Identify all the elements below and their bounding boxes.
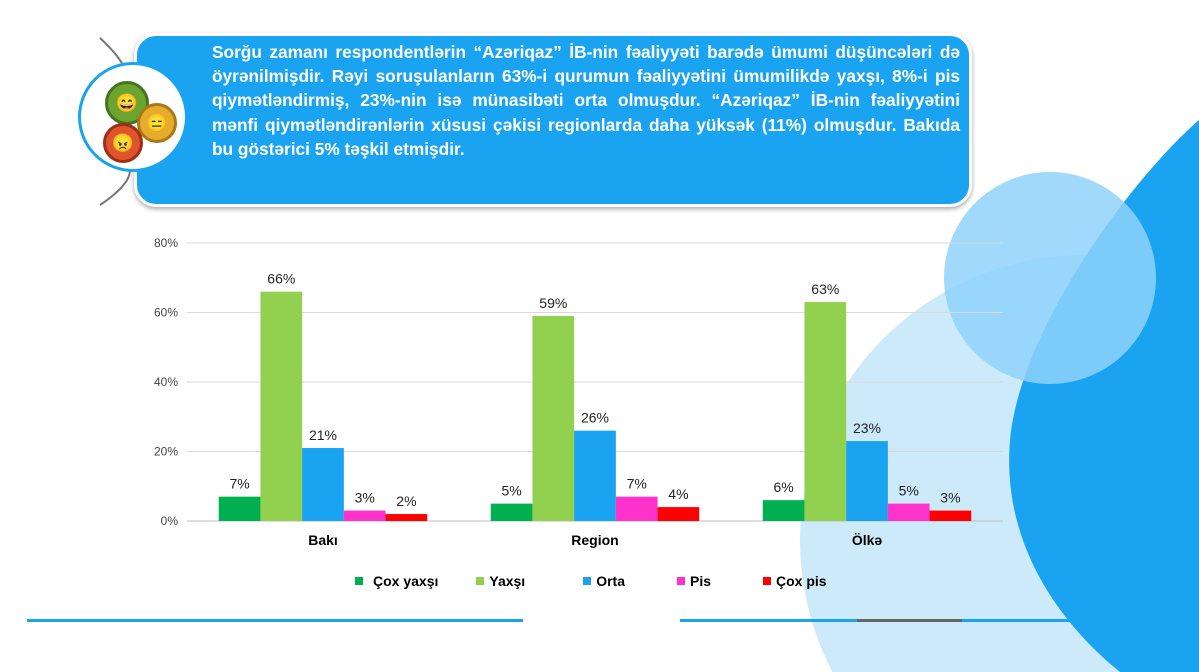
bar xyxy=(343,510,386,521)
data-label: 63% xyxy=(811,281,839,297)
legend-label: Orta xyxy=(596,573,625,589)
y-tick-label: 0% xyxy=(161,514,179,528)
legend-swatch xyxy=(476,577,485,585)
legend-label: Çox yaxşı xyxy=(373,573,439,589)
bar xyxy=(490,503,533,521)
bar xyxy=(846,441,888,521)
bar xyxy=(929,510,972,521)
bar xyxy=(887,503,930,521)
summary-text: Sorğu zamanı respondentlərin “Azəriqaz” … xyxy=(212,42,960,159)
bar xyxy=(218,496,261,521)
x-tick-label: Bakı xyxy=(308,532,338,548)
legend-swatch xyxy=(583,577,592,585)
y-tick-label: 20% xyxy=(154,445,178,459)
legend-swatch xyxy=(677,577,685,585)
legend-item: Yaxşı xyxy=(476,573,525,589)
data-label: 5% xyxy=(501,483,521,499)
bar xyxy=(804,302,847,521)
y-tick-label: 80% xyxy=(154,236,178,250)
y-tick-label: 40% xyxy=(154,375,178,389)
divider-line-left xyxy=(27,619,523,622)
legend-item: Orta xyxy=(583,573,625,589)
x-tick-label: Ölkə xyxy=(852,532,883,548)
x-tick-label: Region xyxy=(571,532,618,548)
emoji-badge: 😄 😑 😠 xyxy=(78,62,188,172)
data-label: 3% xyxy=(940,490,960,506)
bar xyxy=(260,291,303,521)
bar xyxy=(532,315,575,521)
data-label: 23% xyxy=(853,420,881,436)
data-label: 7% xyxy=(627,476,647,492)
divider-accent xyxy=(857,619,962,622)
legend-item: Pis xyxy=(677,573,711,589)
legend-label: Yaxşı xyxy=(489,573,526,589)
bar xyxy=(762,500,805,521)
chart-legend: Çox yaxşı Yaxşı Orta Pis Çox pis xyxy=(355,573,827,589)
data-label: 3% xyxy=(355,490,375,506)
data-label: 5% xyxy=(899,483,919,499)
data-label: 7% xyxy=(229,476,249,492)
data-label: 21% xyxy=(309,427,337,443)
bar xyxy=(657,507,700,521)
legend-label: Çox pis xyxy=(776,573,827,589)
neutral-face-icon: 😑 xyxy=(137,103,177,143)
data-label: 6% xyxy=(773,479,793,495)
data-label: 26% xyxy=(581,410,609,426)
data-label: 66% xyxy=(267,271,295,287)
data-label: 2% xyxy=(396,493,416,509)
arc-decoration-bottom xyxy=(99,169,131,206)
legend-item: Çox yaxşı xyxy=(355,573,438,589)
bar xyxy=(615,496,658,521)
mid-circle-decoration xyxy=(944,172,1156,384)
y-tick-label: 60% xyxy=(154,306,178,320)
data-label: 4% xyxy=(668,486,688,502)
legend-swatch xyxy=(355,577,363,585)
angry-face-icon: 😠 xyxy=(103,123,143,163)
data-label: 59% xyxy=(539,295,567,311)
legend-item: Çox pis xyxy=(763,573,827,589)
legend-label: Pis xyxy=(690,573,712,589)
legend-swatch xyxy=(763,577,772,585)
bar xyxy=(385,514,428,521)
bar xyxy=(574,430,616,521)
summary-callout xyxy=(134,33,972,207)
bar xyxy=(302,448,344,521)
